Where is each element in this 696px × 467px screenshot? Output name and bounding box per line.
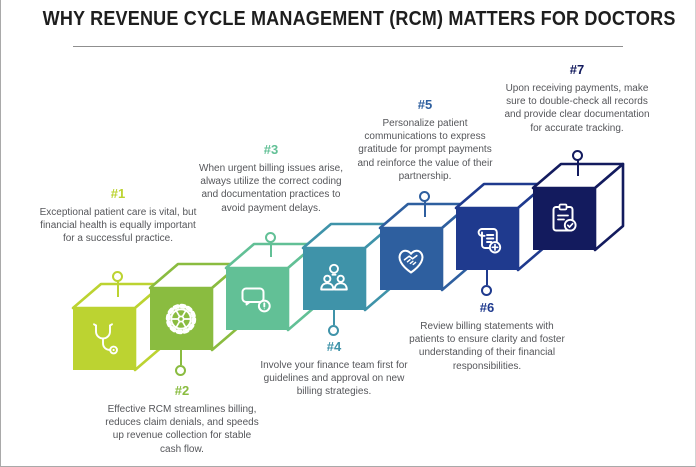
connector-ring-1	[112, 271, 123, 282]
step-6-caption: #6 Review billing statements with patien…	[405, 300, 569, 373]
connector-ring-4	[328, 325, 339, 336]
step-7-caption: #7 Upon receiving payments, make sure to…	[498, 62, 656, 135]
handshake-heart-icon	[398, 249, 424, 274]
chat-alert-icon	[241, 287, 271, 313]
step-3-number: #3	[263, 142, 279, 157]
step-2-caption: #2 Effective RCM streamlines billing, re…	[102, 383, 262, 456]
connector-ring-6	[481, 285, 492, 296]
team-idea-icon	[320, 263, 348, 291]
connector-line-7	[577, 160, 580, 176]
step-3-caption: #3 When urgent billing issues arise, alw…	[195, 142, 347, 215]
billing-scroll-icon	[477, 228, 502, 254]
step-2-text: Effective RCM streamlines billing, reduc…	[105, 404, 259, 455]
step-1-text: Exceptional patient care is vital, but f…	[39, 207, 197, 245]
connector-line-2	[180, 350, 183, 365]
step-4-text: Involve your finance team first for guid…	[260, 360, 408, 398]
connector-line-3	[270, 242, 273, 257]
step-7-number: #7	[569, 62, 585, 77]
connector-line-1	[117, 281, 120, 297]
connector-ring-7	[572, 150, 583, 161]
page-title: WHY REVENUE CYCLE MANAGEMENT (RCM) MATTE…	[42, 7, 676, 30]
step-1-number: #1	[110, 186, 126, 201]
step-3-text: When urgent billing issues arise, always…	[199, 163, 343, 214]
step-4-caption: #4 Involve your finance team first for g…	[253, 339, 415, 399]
step-1-caption: #1 Exceptional patient care is vital, bu…	[39, 186, 197, 246]
step-5-text: Personalize patient communications to ex…	[357, 118, 493, 182]
stethoscope-icon	[93, 323, 118, 355]
step-4-number: #4	[326, 339, 342, 354]
cube-5	[378, 202, 472, 292]
gear-icon	[165, 303, 197, 335]
connector-ring-5	[419, 191, 430, 202]
step-7-text: Upon receiving payments, make sure to do…	[504, 83, 650, 134]
title-divider	[73, 46, 623, 47]
cube-4	[301, 222, 395, 312]
connector-ring-2	[175, 365, 186, 376]
step-5-number: #5	[417, 97, 433, 112]
step-5-caption: #5 Personalize patient communications to…	[352, 97, 498, 183]
step-6-text: Review billing statements with patients …	[409, 321, 565, 372]
clipboard-check-icon	[552, 203, 577, 232]
cube-7	[531, 162, 625, 252]
connector-line-6	[486, 270, 489, 285]
connector-line-5	[424, 201, 427, 217]
step-2-number: #2	[174, 383, 190, 398]
step-6-number: #6	[479, 300, 495, 315]
connector-ring-3	[265, 232, 276, 243]
connector-line-4	[333, 310, 336, 325]
